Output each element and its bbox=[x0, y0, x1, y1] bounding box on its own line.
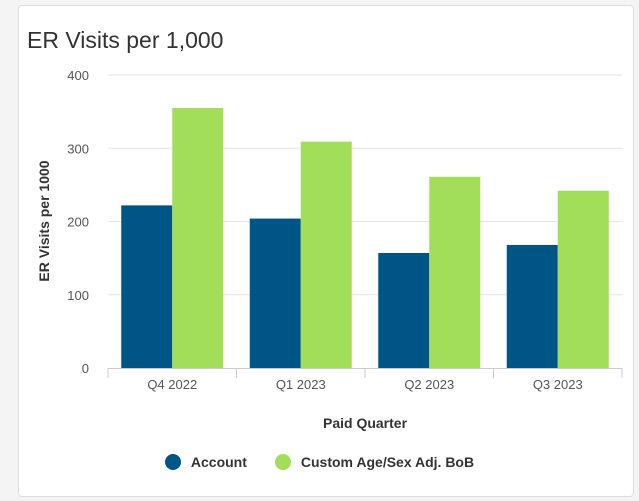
bar-bob[interactable] bbox=[429, 176, 481, 368]
y-tick-label: 300 bbox=[67, 141, 89, 156]
legend-label-account: Account bbox=[190, 454, 247, 470]
x-tick-label: Q4 2022 bbox=[147, 377, 197, 392]
legend-swatch-account bbox=[164, 454, 181, 470]
bar-bob[interactable] bbox=[172, 107, 224, 369]
legend-label-bob: Custom Age/Sex Adj. BoB bbox=[300, 454, 475, 470]
bar-account[interactable] bbox=[249, 218, 301, 368]
y-tick-label: 0 bbox=[82, 361, 89, 376]
y-tick-label: 400 bbox=[67, 68, 89, 83]
legend-item-bob[interactable]: Custom Age/Sex Adj. BoB bbox=[274, 454, 475, 470]
y-tick-label: 100 bbox=[67, 288, 89, 303]
y-axis-title: ER Visits per 1000 bbox=[36, 160, 52, 281]
bar-bob[interactable] bbox=[557, 190, 609, 368]
y-tick-label: 200 bbox=[67, 215, 89, 230]
x-tick-label: Q3 2023 bbox=[533, 377, 583, 392]
legend-item-account[interactable]: Account bbox=[164, 454, 247, 470]
x-axis-title: Paid Quarter bbox=[323, 415, 408, 431]
legend: Account Custom Age/Sex Adj. BoB bbox=[0, 454, 639, 470]
x-tick-label: Q2 2023 bbox=[404, 377, 454, 392]
bar-account[interactable] bbox=[121, 205, 173, 368]
bar-account[interactable] bbox=[506, 244, 558, 368]
bar-account[interactable] bbox=[378, 252, 430, 368]
bar-bob[interactable] bbox=[300, 141, 352, 368]
x-tick-label: Q1 2023 bbox=[276, 377, 326, 392]
legend-swatch-bob bbox=[274, 454, 291, 470]
x-axis: Q4 2022 Q1 2023 Q2 2023 Q3 2023 bbox=[107, 368, 623, 392]
chart-title: ER Visits per 1,000 bbox=[27, 27, 224, 53]
y-axis-ticks: 0 100 200 300 400 bbox=[67, 68, 89, 376]
bars bbox=[121, 107, 609, 369]
